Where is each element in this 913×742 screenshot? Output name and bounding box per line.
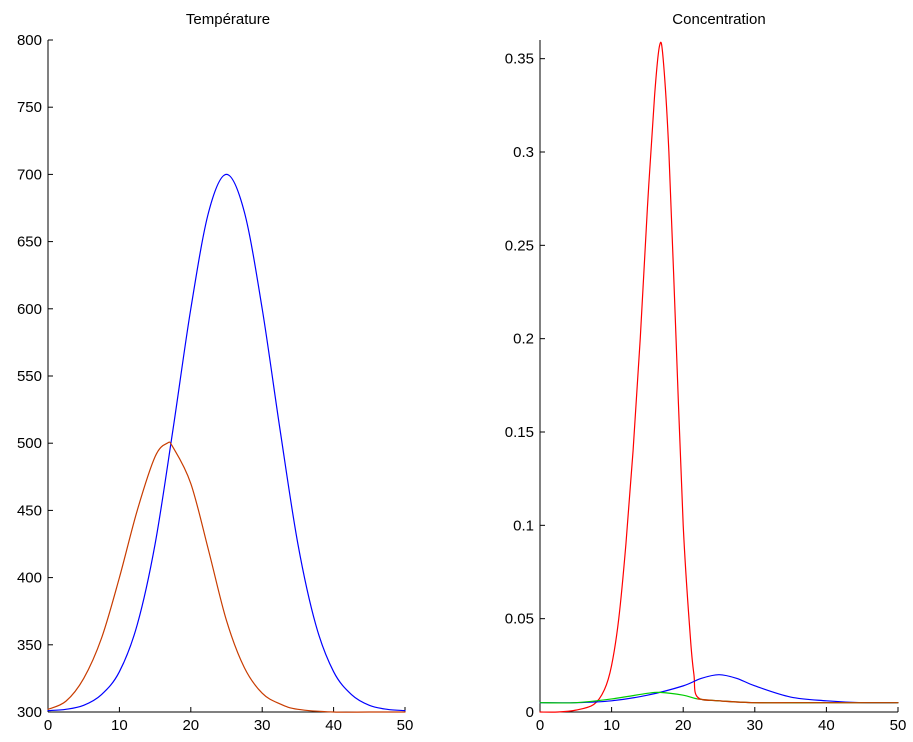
y-tick-label: 0.15 [505, 424, 534, 441]
y-tick-label: 0 [526, 704, 534, 721]
series-layer [47, 173, 406, 713]
y-tick-label: 600 [17, 301, 42, 318]
x-tick-label: 0 [536, 717, 544, 734]
x-tick-label: 30 [254, 717, 271, 734]
temperature-chart: Température 3003504004505005506006507007… [17, 11, 413, 734]
x-tick-label: 40 [818, 717, 835, 734]
y-tick-label: 800 [17, 32, 42, 49]
axes: 0 0.05 0.1 0.15 0.2 0.25 0.3 0.35 0 10 20 30 40 50 [505, 40, 907, 734]
y-tick-label: 500 [17, 435, 42, 452]
x-tick-label: 10 [603, 717, 620, 734]
y-tick-label: 0.35 [505, 51, 534, 68]
x-tick-label: 50 [890, 717, 907, 734]
y-tick-label: 0.3 [513, 144, 534, 161]
y-tick-label: 0.2 [513, 331, 534, 348]
x-tick-label: 0 [44, 717, 52, 734]
y-tick-label: 550 [17, 368, 42, 385]
y-tick-label: 750 [17, 99, 42, 116]
y-tick-label: 450 [17, 502, 42, 519]
x-tick-label: 20 [182, 717, 199, 734]
chart-title: Température [186, 11, 270, 28]
y-tick-label: 0.25 [505, 237, 534, 254]
concentration-chart: Concentration 0 0.05 0.1 0.15 0.2 0.25 0.3 0.35… [505, 11, 907, 734]
series-line-1 [539, 674, 899, 704]
series-line-3 [696, 698, 899, 704]
y-tick-label: 0.1 [513, 517, 534, 534]
series-layer [539, 41, 899, 713]
axes: 300 350 400 450 500 550 600 650 700 750 800 0 10 20 30… [17, 32, 413, 734]
y-tick-label: 300 [17, 704, 42, 721]
x-tick-label: 40 [325, 717, 342, 734]
y-tick-label: 0.05 [505, 611, 534, 628]
y-tick-label: 700 [17, 166, 42, 183]
x-tick-label: 30 [746, 717, 763, 734]
y-tick-label: 350 [17, 637, 42, 654]
y-tick-label: 400 [17, 570, 42, 587]
series-line-0 [47, 173, 406, 712]
series-line-0 [539, 41, 899, 713]
y-tick-label: 650 [17, 234, 42, 251]
series-line-1 [47, 441, 406, 713]
x-tick-label: 10 [111, 717, 128, 734]
x-tick-label: 20 [675, 717, 692, 734]
x-tick-label: 50 [397, 717, 414, 734]
chart-title: Concentration [672, 11, 765, 28]
